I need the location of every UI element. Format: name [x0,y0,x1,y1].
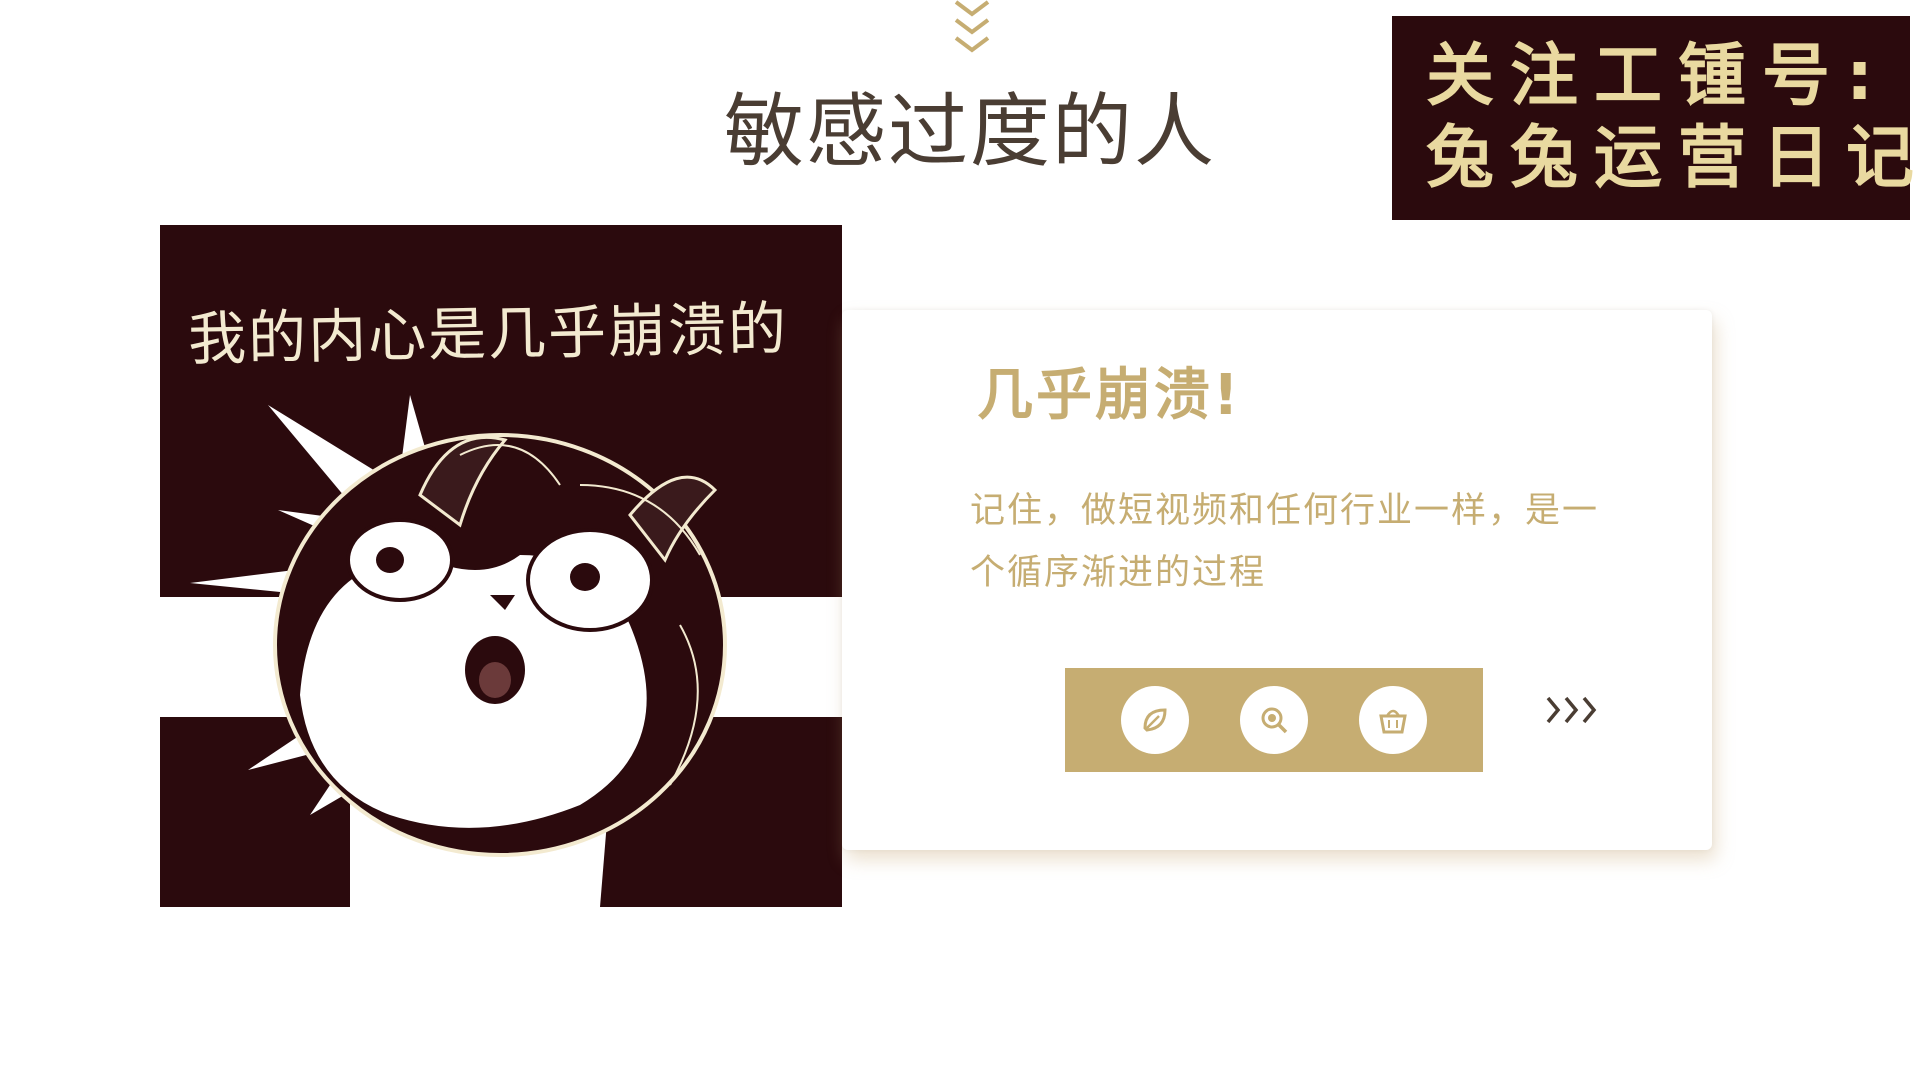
leaf-icon [1143,708,1167,732]
basket-icon-button[interactable] [1359,686,1428,754]
info-card: 几乎崩溃! 记住，做短视频和任何行业一样，是一个循序渐进的过程 [842,310,1712,850]
action-bar [1065,668,1483,772]
basket-icon [1379,709,1408,734]
magnifier-icon-button[interactable] [1239,686,1308,754]
shocked-cat-illustration [160,395,842,907]
follow-badge-line2: 兔兔运营日记 [1426,119,1920,198]
chevron-right-icon[interactable] [1542,690,1606,730]
follow-badge-line1: 关注工锺号: [1426,37,1890,116]
page-title: 敏感过度的人 [724,85,1216,178]
chevron-down-icon [954,0,990,53]
leaf-icon-button[interactable] [1120,686,1189,754]
follow-badge: 关注工锺号: 兔兔运营日记 [1392,16,1920,220]
card-body: 记住，做短视频和任何行业一样，是一个循序渐进的过程 [970,491,1600,593]
magnifier-icon [1261,707,1288,734]
card-title: 几乎崩溃! [977,363,1242,428]
meme-caption: 我的内心是几乎崩溃的 [187,294,789,374]
meme-image: 我的内心是几乎崩溃的 [160,225,842,907]
